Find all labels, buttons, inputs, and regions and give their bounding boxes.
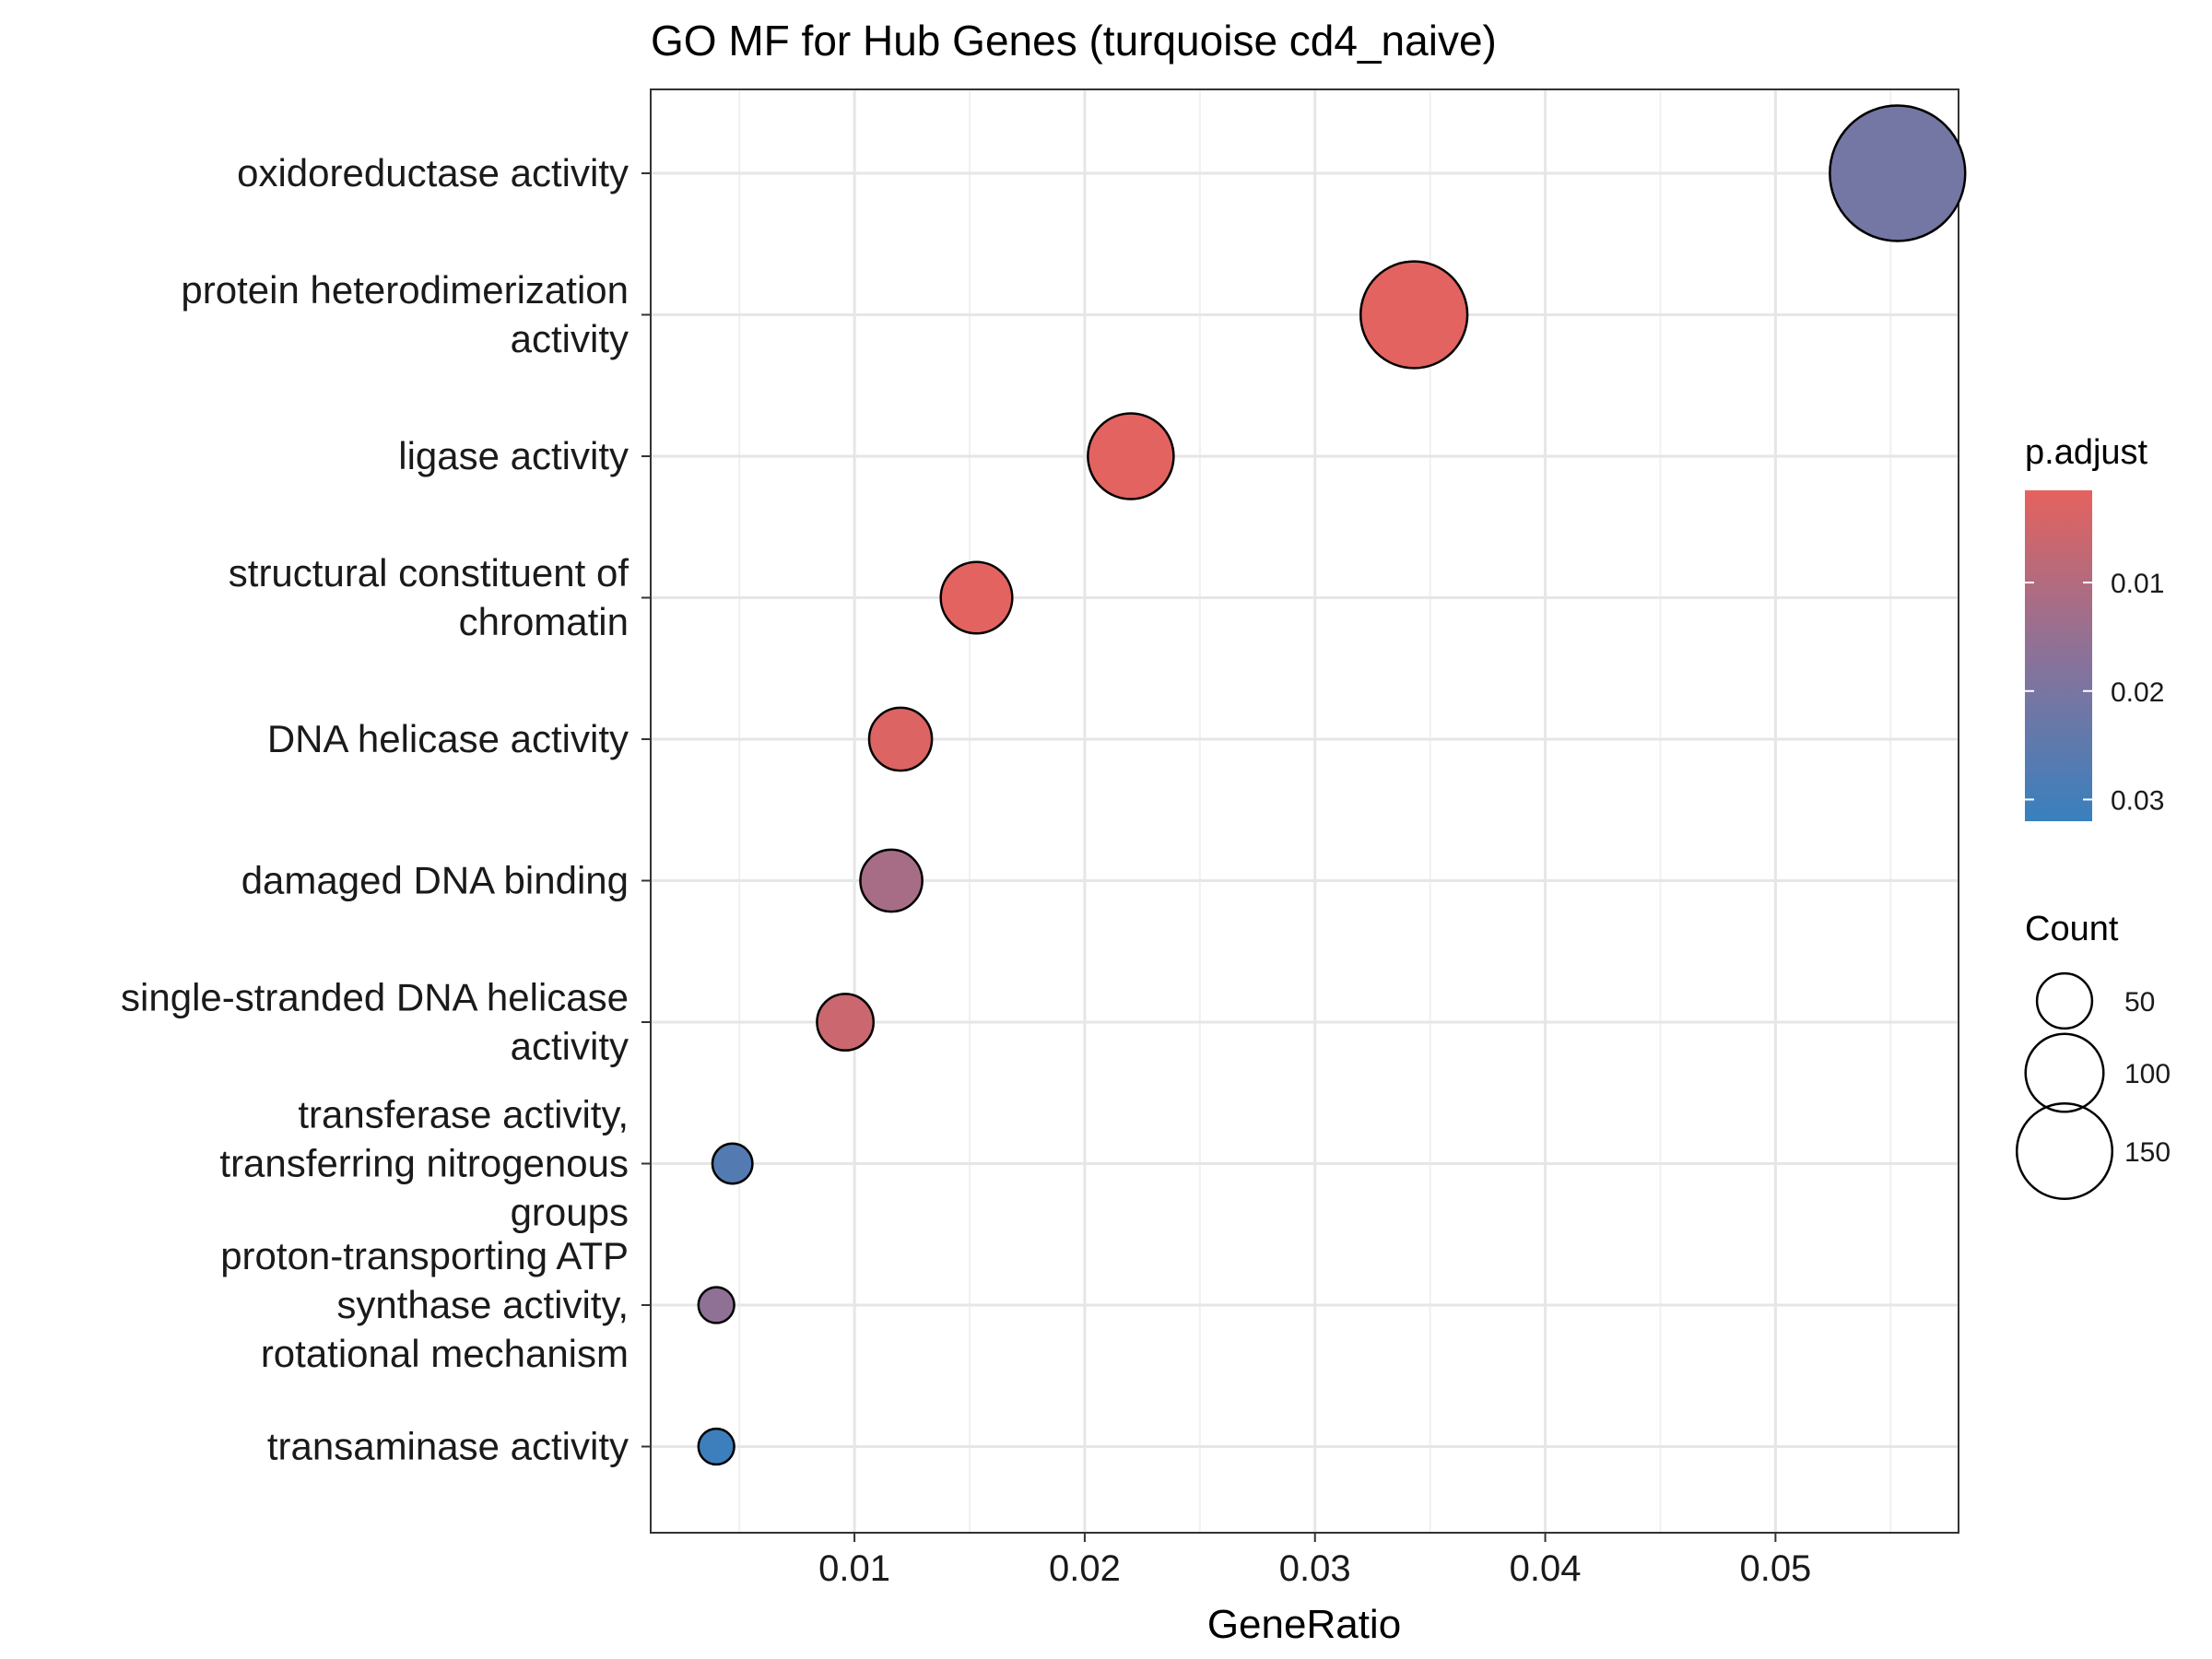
x-axis-title: GeneRatio	[1207, 1602, 1401, 1647]
data-point	[1087, 412, 1175, 500]
y-tick-label: proton-transporting ATP	[220, 1234, 629, 1277]
y-axis: oxidoreductase activity protein heterodim…	[121, 151, 651, 1468]
size-legend-title: Count	[2025, 910, 2119, 948]
major-gridlines	[651, 89, 1959, 1533]
x-axis: 0.01 0.02 0.03 0.04 0.05	[818, 1533, 1811, 1589]
data-point	[697, 1427, 735, 1466]
x-tick-label: 0.01	[818, 1548, 890, 1589]
x-tick-label: 0.05	[1739, 1548, 1811, 1589]
y-tick-label: chromatin	[459, 600, 629, 643]
color-legend-label: 0.01	[2111, 569, 2164, 599]
size-legend: Count 50 100 150	[2015, 910, 2171, 1201]
data-point	[711, 1142, 754, 1185]
y-tick-label: protein heterodimerization	[181, 268, 629, 312]
x-tick-label: 0.02	[1049, 1548, 1121, 1589]
data-point	[1359, 260, 1469, 370]
color-legend-bar	[2025, 490, 2092, 821]
size-legend-circle	[2035, 971, 2094, 1030]
y-tick-label: ligase activity	[398, 434, 629, 477]
data-point	[867, 706, 934, 772]
size-legend-label: 50	[2124, 987, 2155, 1018]
y-tick-label: transferring nitrogenous	[219, 1142, 629, 1185]
y-tick-label: groups	[511, 1191, 629, 1234]
color-legend-label: 0.03	[2111, 785, 2164, 816]
y-tick-label: rotational mechanism	[261, 1332, 629, 1375]
x-tick-label: 0.03	[1279, 1548, 1351, 1589]
size-legend-label: 150	[2124, 1137, 2171, 1168]
size-legend-label: 100	[2124, 1059, 2171, 1089]
y-tick-label: single-stranded DNA helicase	[121, 976, 629, 1019]
data-point	[939, 560, 1014, 635]
color-legend-title: p.adjust	[2025, 433, 2148, 472]
color-legend-label: 0.02	[2111, 677, 2164, 708]
y-tick-label: structural constituent of	[229, 551, 629, 594]
size-legend-circle	[2024, 1032, 2105, 1113]
y-tick-label: oxidoreductase activity	[237, 151, 629, 194]
y-tick-label: activity	[511, 317, 629, 360]
plot-panel-border	[650, 88, 1959, 1534]
data-point	[1829, 104, 1967, 242]
data-point	[859, 848, 924, 913]
y-tick-label: transferase activity,	[298, 1093, 629, 1136]
data-point	[816, 993, 876, 1052]
data-points	[697, 104, 1967, 1466]
y-tick-label: DNA helicase activity	[267, 717, 629, 760]
color-legend: p.adjust 0.01 0.02 0.03	[2025, 433, 2164, 821]
x-tick-label: 0.04	[1510, 1548, 1582, 1589]
chart-title: GO MF for Hub Genes (turquoise cd4_naive…	[651, 17, 1497, 65]
data-point	[697, 1286, 735, 1324]
y-tick-label: transaminase activity	[267, 1425, 629, 1468]
y-tick-label: synthase activity,	[336, 1283, 629, 1326]
size-legend-circle	[2015, 1101, 2114, 1201]
y-tick-label: damaged DNA binding	[241, 859, 629, 902]
y-tick-label: activity	[511, 1025, 629, 1068]
